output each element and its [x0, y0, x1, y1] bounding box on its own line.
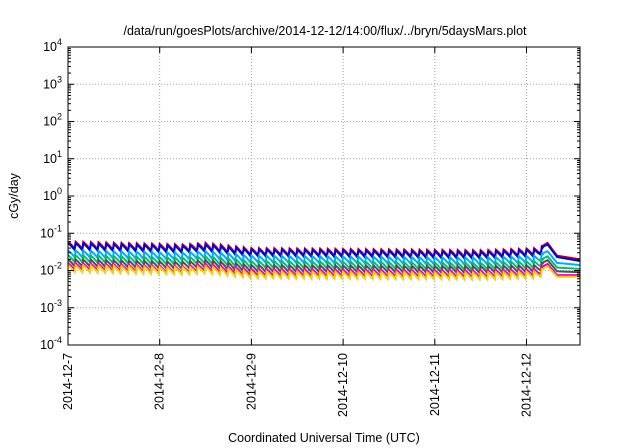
x-axis: 2014-12-7 2014-12-8 2014-12-9 2014-12-10 201…: [61, 47, 534, 417]
y-tick-label: 10-2: [40, 261, 62, 278]
y-tick-label: 104: [43, 37, 62, 54]
y-tick-label: 100: [43, 186, 62, 203]
y-tick-exponent: -2: [54, 261, 62, 271]
y-tick-label: 102: [43, 112, 62, 129]
y-tick-exponent: 1: [57, 149, 62, 159]
y-tick-label: 101: [43, 149, 62, 166]
y-tick-exponent: -4: [54, 335, 62, 345]
y-tick-exponent: 0: [57, 186, 62, 196]
x-tick-label: 2014-12-7: [61, 353, 75, 410]
y-tick-exponent: 3: [57, 74, 62, 84]
y-tick-exponent: -3: [54, 298, 62, 308]
series-line-2: [67, 248, 581, 268]
y-axis-label: cGy/day: [7, 172, 21, 219]
y-tick-exponent: -1: [54, 223, 62, 233]
chart-title: /data/run/goesPlots/archive/2014-12-12/1…: [123, 24, 527, 38]
y-tick-label: 10-4: [40, 335, 62, 352]
y-tick-exponent: 2: [57, 112, 62, 122]
x-tick-label: 2014-12-12: [520, 353, 534, 417]
y-tick-exponent: 4: [57, 37, 62, 47]
x-tick-label: 2014-12-10: [336, 353, 350, 417]
y-tick-label: 10-3: [40, 298, 62, 315]
x-tick-label: 2014-12-9: [244, 353, 258, 410]
grid-lines: [68, 47, 580, 345]
x-tick-label: 2014-12-11: [428, 353, 442, 416]
y-tick-label: 10-1: [40, 223, 62, 240]
x-axis-label: Coordinated Universal Time (UTC): [228, 431, 420, 445]
series-line-6: [67, 263, 580, 282]
x-tick-label: 2014-12-8: [153, 353, 167, 410]
y-tick-label: 103: [43, 74, 62, 91]
series-group: [67, 239, 581, 282]
series-line-1: [67, 241, 581, 262]
